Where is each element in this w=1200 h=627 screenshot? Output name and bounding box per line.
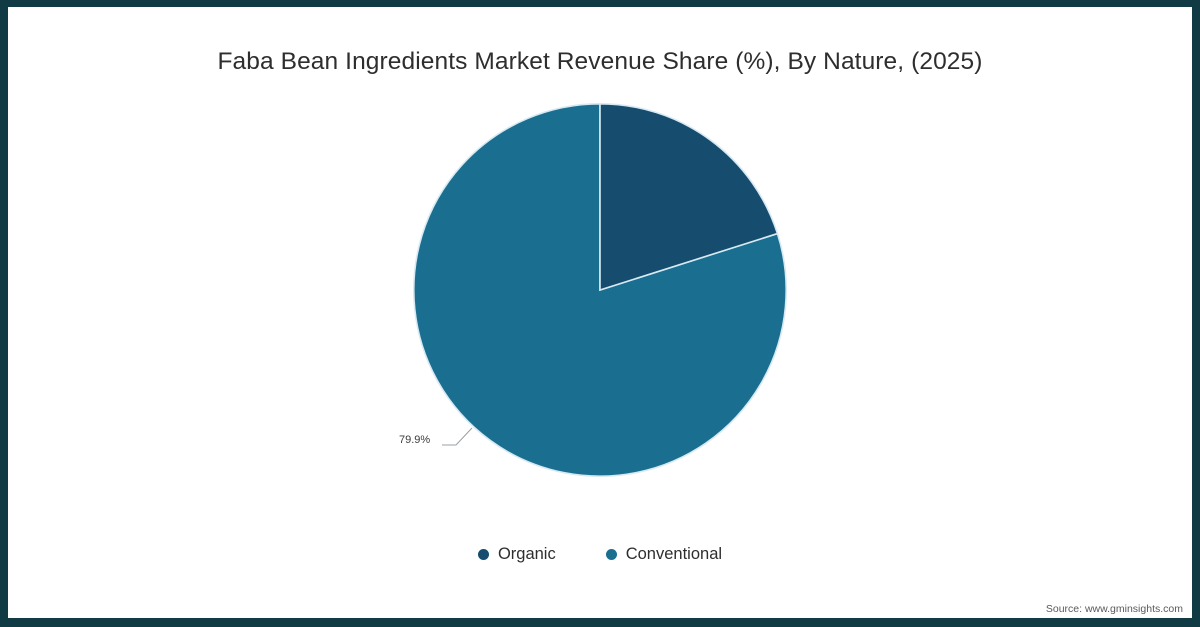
pie-svg xyxy=(413,103,787,477)
pie-chart xyxy=(413,103,787,477)
legend-label-organic: Organic xyxy=(497,545,556,563)
pie-slice-label-conventional: 79.9% xyxy=(399,434,431,446)
source-attribution: Source: www.gminsights.com xyxy=(1045,603,1183,615)
figure-border-top xyxy=(0,0,1200,7)
figure-border-left xyxy=(0,0,8,627)
leader-line-conventional xyxy=(442,427,473,446)
chart-title: Faba Bean Ingredients Market Revenue Sha… xyxy=(217,48,983,75)
legend-item-organic[interactable]: Organic xyxy=(477,545,556,563)
chart-legend: Organic Conventional xyxy=(0,546,1200,563)
legend-item-conventional[interactable]: Conventional xyxy=(605,545,723,563)
pie-slice-organic[interactable] xyxy=(599,103,779,292)
figure-border-bottom xyxy=(0,618,1200,627)
figure-border-right xyxy=(1192,0,1200,627)
legend-label-conventional: Conventional xyxy=(625,545,723,563)
legend-marker-conventional-icon xyxy=(605,548,617,560)
legend-marker-organic-icon xyxy=(477,548,489,560)
